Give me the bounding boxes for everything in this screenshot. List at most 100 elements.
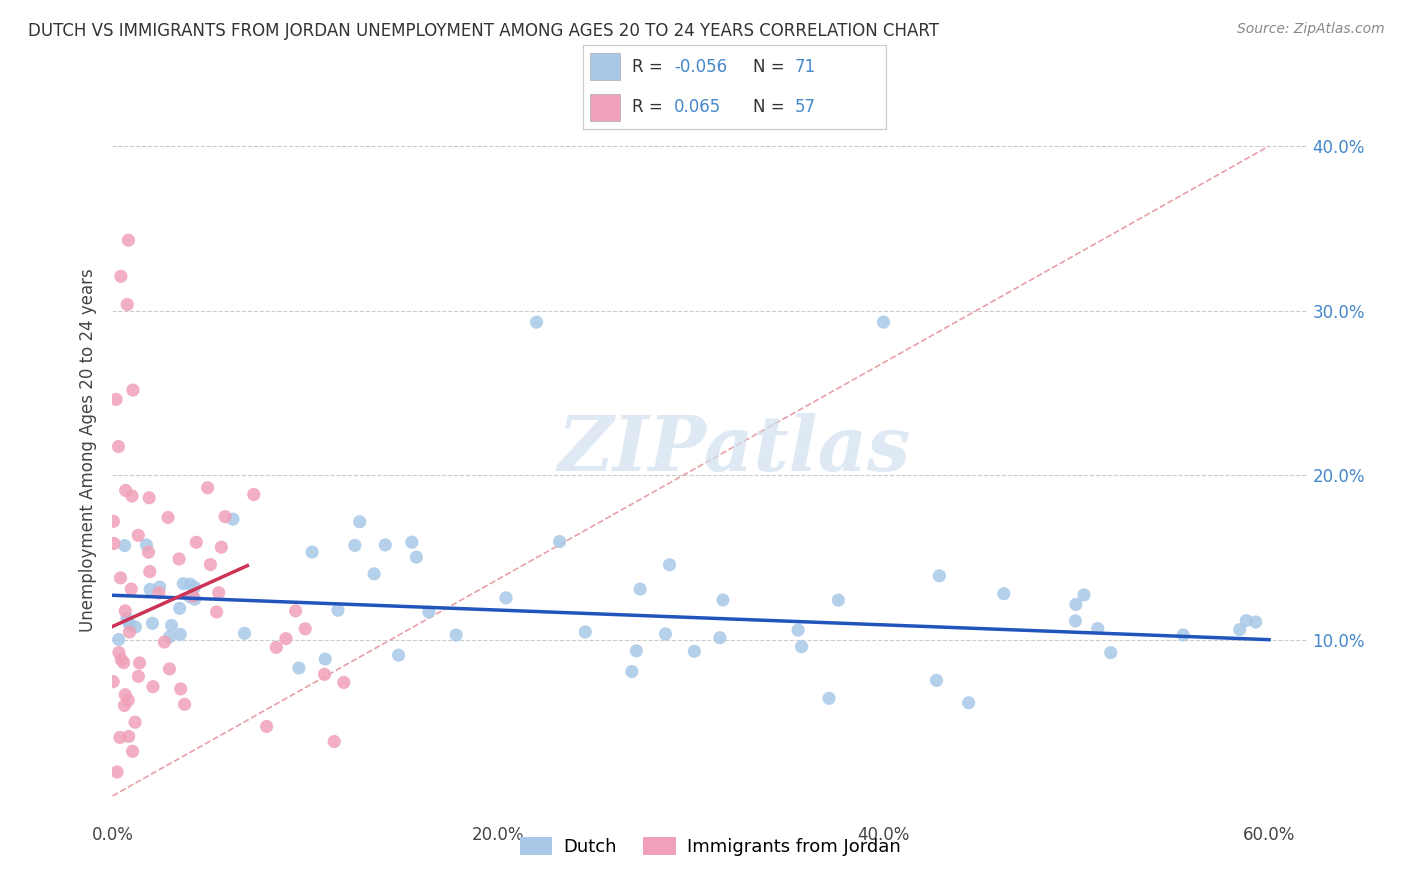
Point [787, 623, 810, 637]
Point [115, 611, 138, 625]
Point [242, 487, 264, 501]
Point [222, 512, 245, 526]
Text: R =: R = [631, 98, 673, 116]
Point [117, 693, 139, 707]
Point [444, 628, 467, 642]
Point [495, 591, 517, 605]
Text: 57: 57 [796, 98, 815, 116]
Point [149, 580, 172, 594]
Point [142, 680, 165, 694]
Point [169, 627, 191, 641]
Point [101, 674, 124, 689]
Point [1073, 588, 1095, 602]
Point [124, 620, 146, 634]
Point [179, 590, 201, 604]
Point [993, 587, 1015, 601]
Y-axis label: Unemployment Among Ages 20 to 24 years: Unemployment Among Ages 20 to 24 years [79, 268, 97, 632]
Point [197, 481, 219, 495]
Point [405, 550, 427, 565]
Point [121, 744, 143, 758]
Point [117, 297, 139, 311]
Point [114, 688, 136, 702]
FancyBboxPatch shape [589, 94, 620, 120]
Point [349, 515, 371, 529]
Point [181, 589, 204, 603]
Text: N =: N = [752, 58, 790, 76]
Point [118, 617, 141, 632]
Point [170, 681, 193, 696]
Point [105, 392, 128, 407]
Point [139, 582, 162, 597]
Point [1229, 623, 1251, 637]
Point [122, 383, 145, 397]
Point [827, 593, 849, 607]
Point [957, 696, 980, 710]
Point [208, 585, 231, 599]
Point [160, 618, 183, 632]
Point [139, 565, 162, 579]
Point [266, 640, 288, 655]
Point [658, 558, 681, 572]
Point [1099, 646, 1122, 660]
Point [110, 269, 132, 284]
Point [401, 535, 423, 549]
Point [117, 730, 139, 744]
Point [301, 545, 323, 559]
Text: N =: N = [752, 98, 790, 116]
Point [157, 630, 180, 644]
Point [141, 616, 163, 631]
Point [333, 675, 356, 690]
Point [124, 715, 146, 730]
Point [179, 577, 201, 591]
Point [233, 626, 256, 640]
Point [114, 604, 136, 618]
Point [284, 604, 307, 618]
Point [274, 632, 297, 646]
Point [200, 558, 222, 572]
Point [374, 538, 396, 552]
Point [173, 698, 195, 712]
Text: DUTCH VS IMMIGRANTS FROM JORDAN UNEMPLOYMENT AMONG AGES 20 TO 24 YEARS CORRELATI: DUTCH VS IMMIGRANTS FROM JORDAN UNEMPLOY… [28, 22, 939, 40]
Point [127, 528, 149, 542]
Point [159, 662, 181, 676]
Point [343, 538, 366, 552]
Point [114, 483, 136, 498]
Point [683, 644, 706, 658]
Point [288, 661, 311, 675]
Point [127, 669, 149, 683]
Text: R =: R = [631, 58, 668, 76]
Point [323, 734, 346, 748]
Text: ZIPatlas: ZIPatlas [557, 414, 911, 487]
Point [110, 653, 132, 667]
Point [117, 233, 139, 247]
Text: 0.065: 0.065 [675, 98, 721, 116]
Point [1171, 628, 1194, 642]
Point [128, 656, 150, 670]
Point [108, 646, 131, 660]
Point [167, 552, 190, 566]
Point [214, 509, 236, 524]
Point [148, 586, 170, 600]
Point [620, 665, 643, 679]
Point [138, 491, 160, 505]
Point [294, 622, 316, 636]
Point [1064, 614, 1087, 628]
Point [1244, 615, 1267, 629]
Point [326, 603, 349, 617]
Point [117, 615, 139, 629]
Point [183, 580, 205, 594]
Point [548, 534, 571, 549]
Point [314, 652, 336, 666]
Point [186, 535, 208, 549]
Point [928, 569, 950, 583]
Point [209, 540, 232, 554]
Point [138, 545, 160, 559]
Point [526, 315, 548, 329]
Point [654, 627, 676, 641]
Point [925, 673, 948, 688]
Point [103, 514, 125, 528]
Point [157, 510, 180, 524]
Point [1234, 614, 1257, 628]
Point [363, 566, 385, 581]
Point [1064, 598, 1087, 612]
